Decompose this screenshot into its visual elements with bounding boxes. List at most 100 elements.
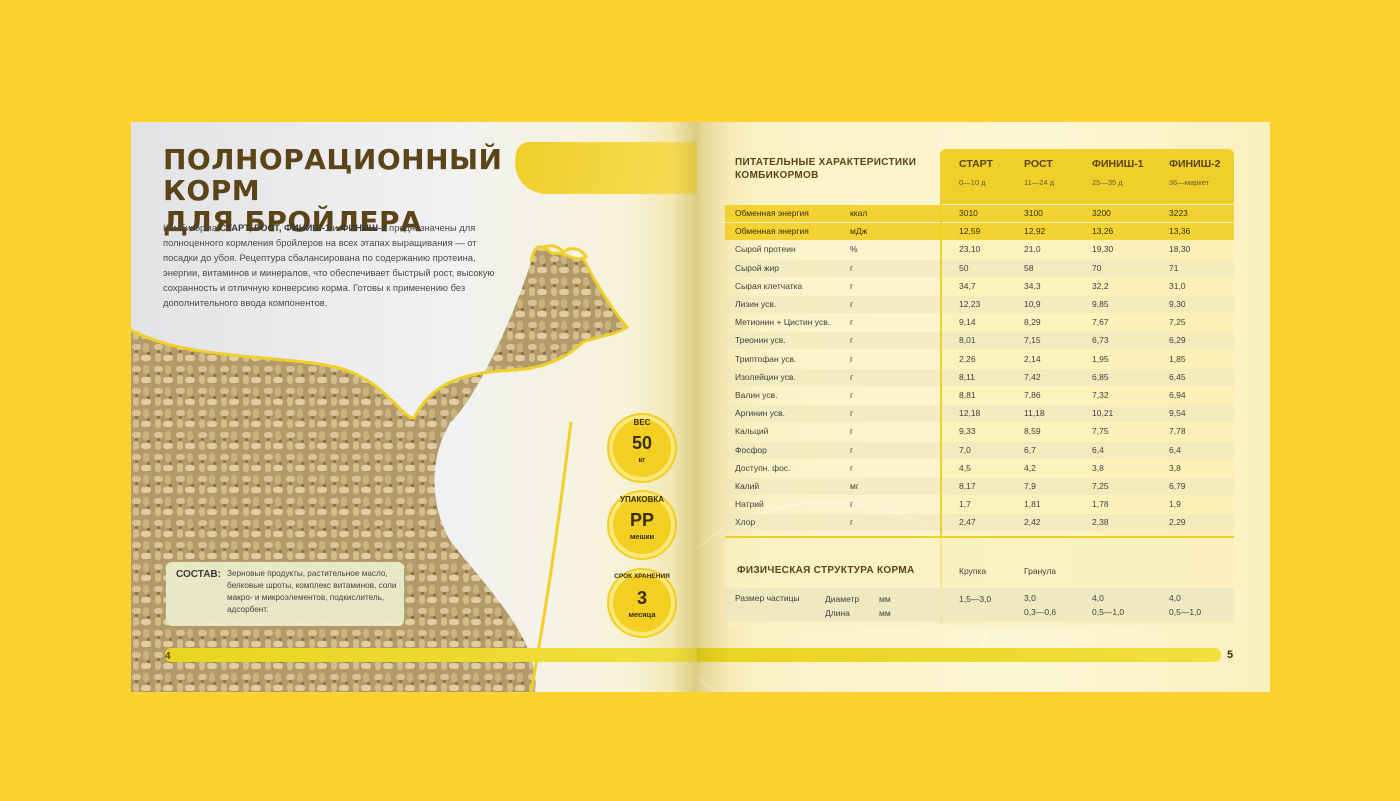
bottom-bar-right [697,648,1221,662]
physical-section-line [725,536,1234,538]
table-row: Сырой жир г 50 58 70 71 [725,259,1234,277]
row-value: 34,3 [1024,280,1041,291]
badge-value: 50 [631,433,653,453]
growth-length: 0,3—0,6 [1024,607,1057,617]
row-value: 7,32 [1092,390,1109,400]
row-value: 34,7 [959,280,976,291]
table-row: Изолейцин усв. г 8,11 7,42 6,85 6,45 [725,368,1234,386]
page-number-right: 5 [1227,649,1234,661]
physical-head-grit: Крупка [959,566,987,576]
packaging-badge: УПАКОВКА PP мешки [613,495,671,554]
row-value: 19,30 [1092,244,1114,255]
badge-unit: месяца [628,610,656,619]
row-value: 3,8 [1092,462,1104,473]
row-value: 11,18 [1024,408,1045,419]
table-row: Калий мг 8,17 7,9 7,25 6,79 [725,478,1234,495]
row-name: Обменная энергия [735,226,809,237]
row-unit: г [850,499,854,510]
physical-head-granule: Гранула [1024,566,1057,576]
row-value: 1,9 [1169,499,1181,510]
table-row: Валин усв. г 8,81 7,86 7,32 6,94 [725,387,1234,404]
finish2-diameter: 4,0 [1169,593,1181,603]
row-name: Изолейцин усв. [735,371,796,382]
badge-value: PP [629,510,654,530]
row-value: 6,29 [1169,335,1186,346]
growth-diameter: 3,0 [1024,593,1036,603]
row-unit: г [850,371,854,382]
row-value: 18,30 [1169,244,1191,255]
page-number-left: 4 [165,651,171,662]
table-row: Треонин усв. г 8,01 7,15 6,73 6,29 [725,332,1234,350]
row-value: 9,33 [959,426,976,437]
table-row: Метионин + Цистин усв. г 9,14 8,29 7,67 7,25 [725,314,1234,331]
physical-title: ФИЗИЧЕСКАЯ СТРУКТУРА КОРМА [737,565,915,576]
badge-caption: ВЕС [633,418,651,427]
row-unit: г [850,280,854,291]
finish2-length: 0,5—1,0 [1169,607,1202,617]
row-value: 1,85 [1169,353,1186,364]
row-value: 7,75 [1092,426,1109,437]
row-name: Хлор [735,517,756,528]
column-period-finish1: 25—35 д [1092,178,1123,187]
row-value: 2,42 [1024,517,1041,528]
table-row: Доступн. фос. г 4,5 4,2 3,8 3,8 [725,460,1234,477]
intro-bold-1: СТАРТ, РОСТ, ФИНИШ-1 [219,222,331,233]
row-value: 6,4 [1169,444,1181,455]
badge-caption: УПАКОВКА [619,495,665,504]
row-unit: г [850,444,854,455]
brochure-spread: ПОЛНОРАЦИОННЫЙ КОРМ ДЛЯ БРОЙЛЕРА Комбико… [131,122,1270,692]
title-line-2: ДЛЯ БРОЙЛЕРА [163,205,423,238]
row-value: 4,2 [1024,462,1036,473]
nutrition-title-line-2: КОМБИКОРМОВ [735,170,819,181]
table-row: Обменная энергия мДж 12,59 12,92 13,26 13,36 [725,223,1234,241]
row-value: 58 [1024,262,1034,273]
row-name: Аргинин усв. [735,408,786,419]
column-head-start: СТАРТ [959,158,993,170]
row-value: 7,15 [1024,335,1041,346]
title-line-1: ПОЛНОРАЦИОННЫЙ КОРМ [163,143,503,207]
row-value: 8,29 [1024,317,1041,328]
row-unit: г [850,335,854,346]
row-value: 8,11 [959,371,975,382]
row-name: Треонин усв. [735,335,786,346]
left-page: ПОЛНОРАЦИОННЫЙ КОРМ ДЛЯ БРОЙЛЕРА Комбико… [131,122,697,692]
column-period-start: 0—10 д [959,178,986,187]
intro-bold-2: ФИНИШ-2 [340,222,387,233]
row-name: Метионин + Цистин усв. [735,317,831,328]
page-title: ПОЛНОРАЦИОННЫЙ КОРМ ДЛЯ БРОЙЛЕРА [163,144,523,237]
intro-paragraph: Комбикорма СТАРТ, РОСТ, ФИНИШ-1 и ФИНИШ-… [163,220,503,310]
intro-text-3: предназначены для полноценного кормления… [163,222,495,308]
row-value: 6,94 [1169,390,1186,400]
right-page: ПИТАТЕЛЬНЫЕ ХАРАКТЕРИСТИКИ КОМБИКОРМОВ С… [697,122,1270,692]
row-unit: г [850,390,854,400]
finish1-length: 0,5—1,0 [1092,607,1125,617]
row-value: 6,7 [1024,444,1036,455]
badge-value: 3 [636,588,647,608]
row-value: 9,14 [959,317,976,328]
row-value: 3223 [1169,208,1188,218]
row-value: 9,30 [1169,299,1186,309]
table-row: Обменная энергия ккал 3010 3100 3200 3223 [725,205,1234,222]
row-value: 4,5 [959,462,971,473]
row-value: 12,23 [959,299,981,309]
row-value: 71 [1169,262,1179,273]
table-header-band [940,149,1234,204]
row-value: 21,0 [1024,244,1041,255]
row-value: 7,42 [1024,371,1041,382]
row-value: 6,79 [1169,481,1186,491]
shelf-life-badge: СРОК ХРАНЕНИЯ 3 месяца [613,573,671,632]
finish1-diameter: 4,0 [1092,593,1104,603]
row-value: 70 [1092,262,1102,273]
table-row: Сырая клетчатка г 34,7 34,3 32,2 31,0 [725,278,1234,295]
row-unit: мг [850,481,859,491]
row-unit: ккал [850,208,868,218]
row-name: Валин усв. [735,390,778,400]
row-unit: г [850,353,854,364]
row-name: Калий [735,481,760,491]
row-value: 32,2 [1092,280,1109,291]
row-value: 3200 [1092,208,1111,218]
column-head-finish2: ФИНИШ-2 [1169,158,1221,170]
row-value: 8,59 [1024,426,1041,437]
table-row: Фосфор г 7,0 6,7 6,4 6,4 [725,441,1234,459]
row-value: 1,7 [959,499,971,510]
